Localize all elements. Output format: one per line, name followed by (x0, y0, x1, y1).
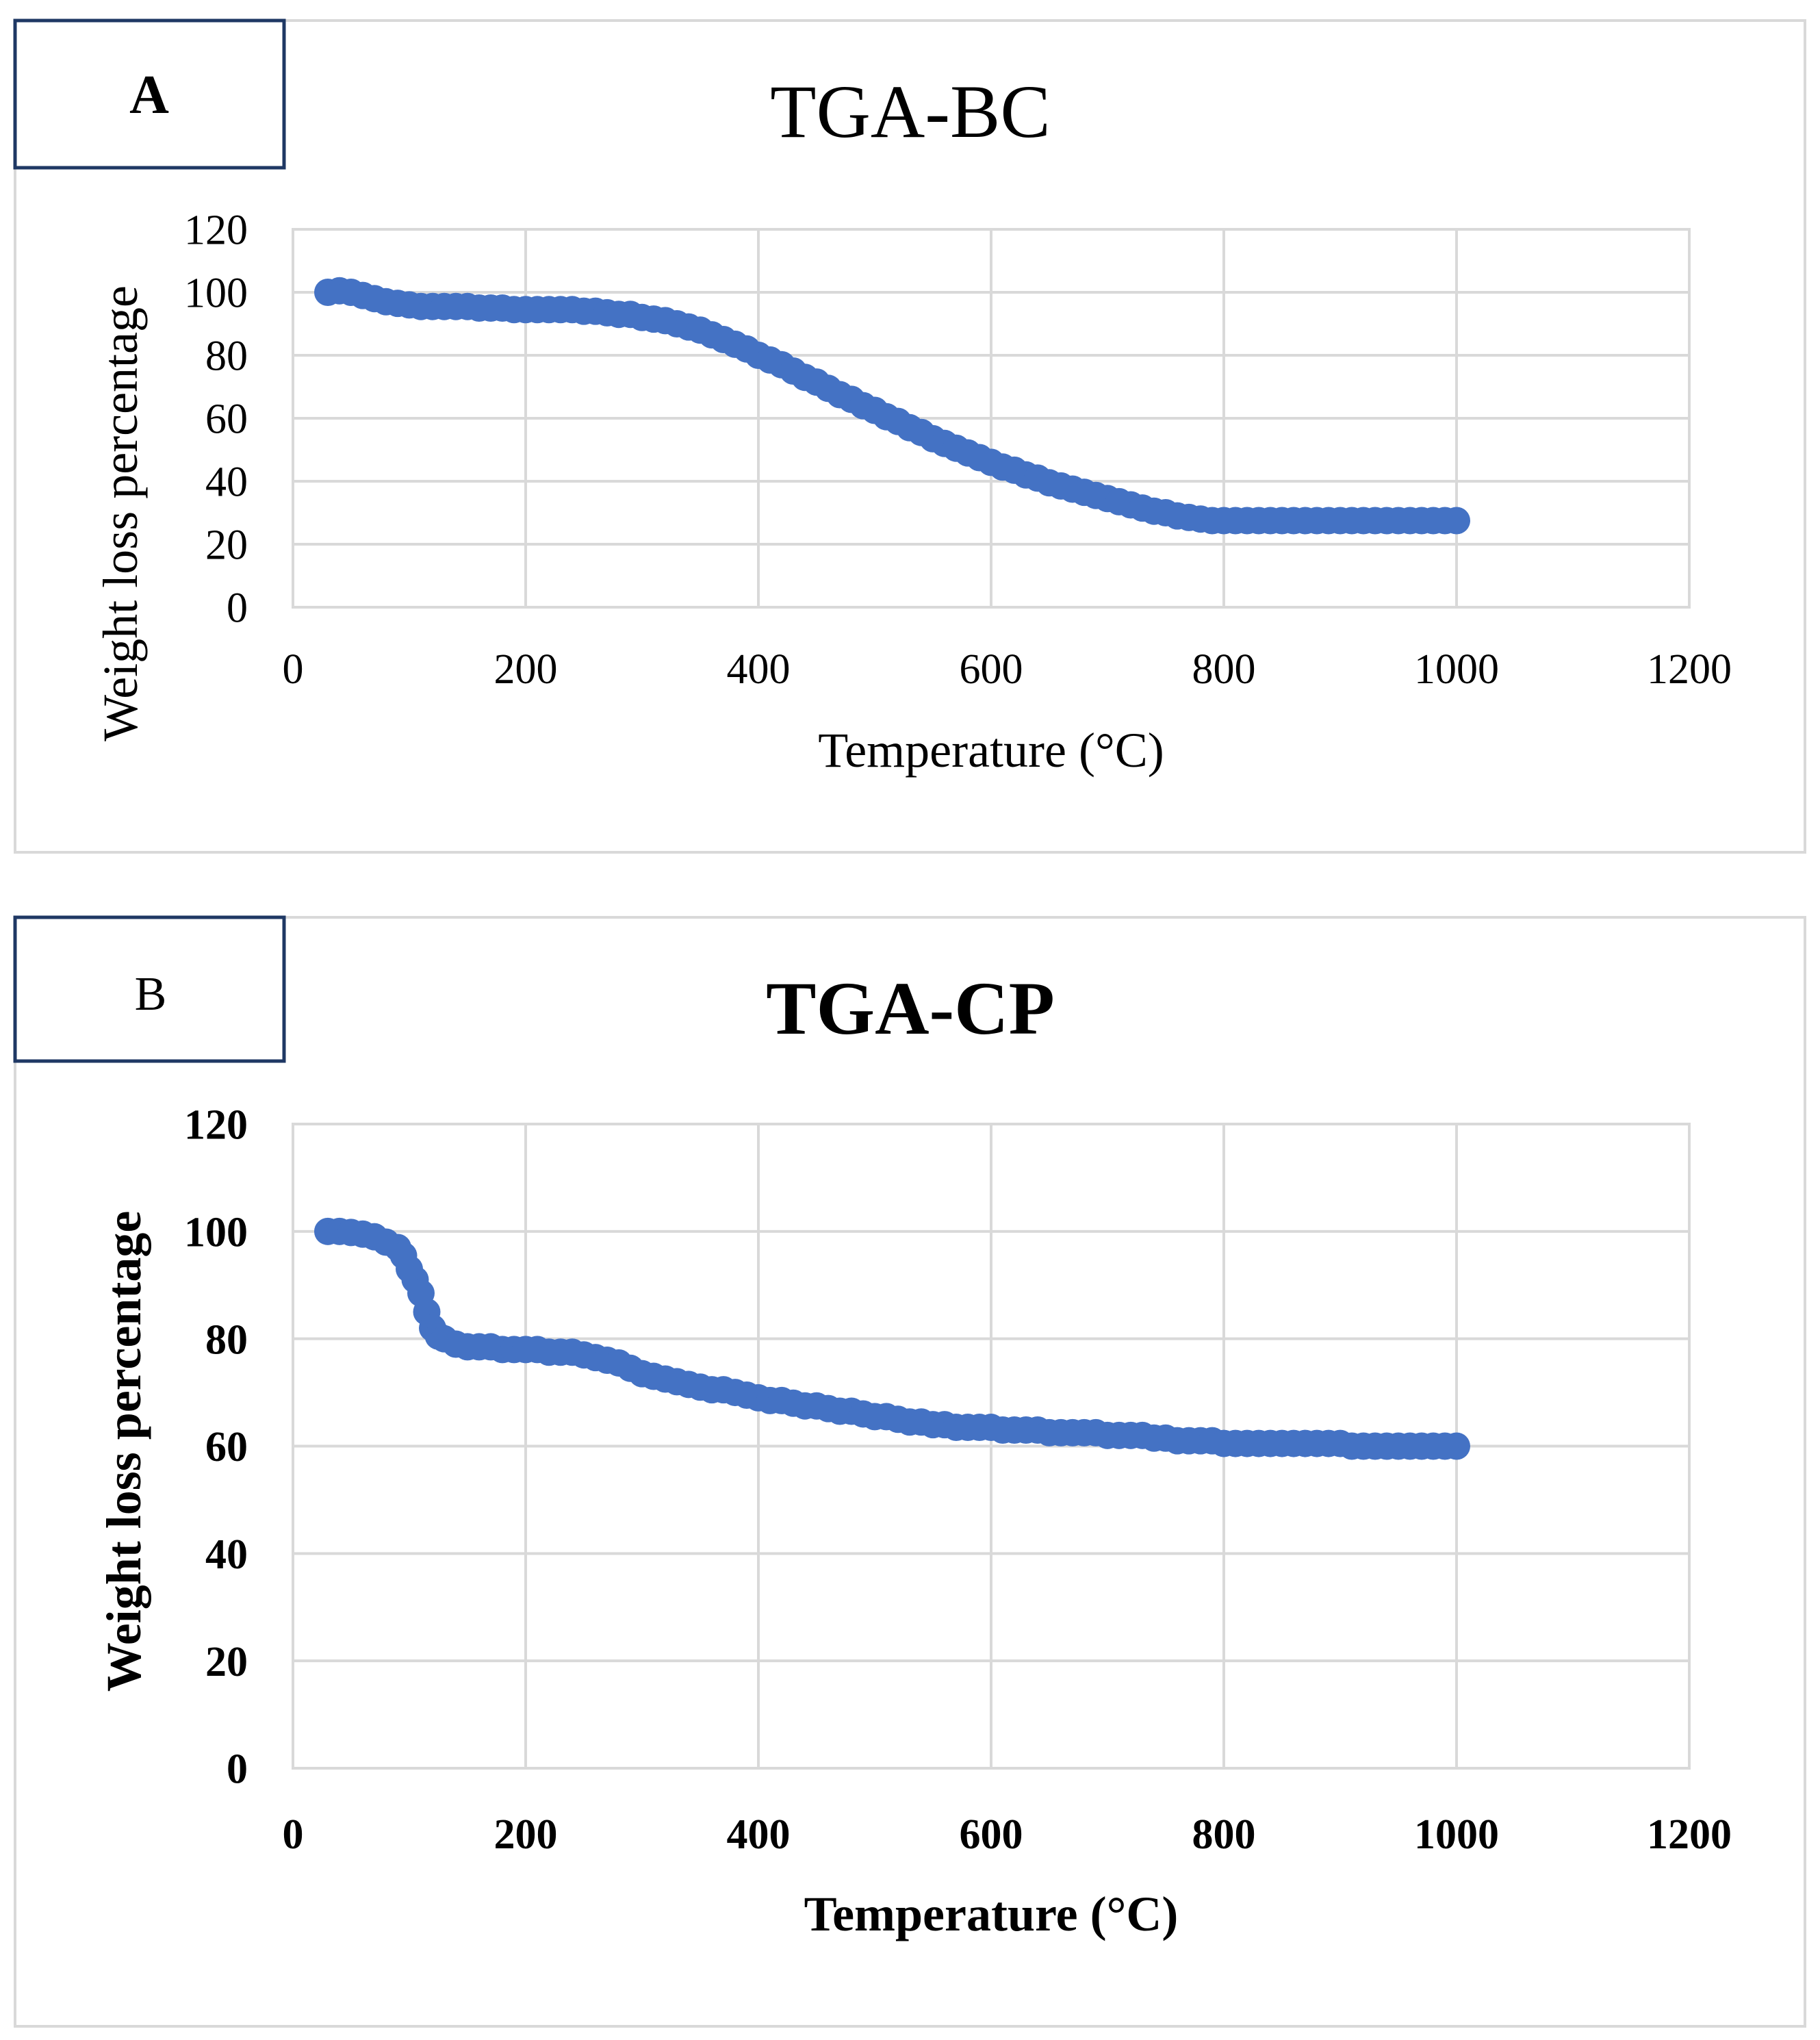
x-tick-label: 200 (494, 1811, 558, 1858)
panel-b-gridlines (292, 1123, 1691, 1770)
panel-b-y-ticks: 0 20 40 60 80 100 120 (184, 1102, 248, 1793)
panel-b-x-axis-label: Temperature (°C) (804, 1887, 1179, 1941)
panel-b-label-box (13, 915, 286, 1063)
panel-b-series-points (314, 1217, 1470, 1460)
panel-a-gridlines (292, 228, 1691, 609)
panel-a-x-axis-label: Temperature (°C) (818, 723, 1164, 778)
x-tick-label: 400 (727, 1811, 791, 1858)
x-tick-label: 1000 (1414, 646, 1499, 693)
y-tick-label: 120 (184, 207, 248, 254)
y-tick-label: 60 (205, 1424, 248, 1470)
x-tick-label: 0 (283, 646, 304, 693)
plot-area-border (292, 228, 1691, 609)
y-tick-label: 80 (205, 333, 248, 380)
y-tick-label: 120 (184, 1102, 248, 1149)
y-tick-label: 20 (205, 522, 248, 569)
panel-b-x-ticks: 0 200 400 600 800 1000 1200 (283, 1811, 1732, 1858)
x-tick-label: 800 (1192, 646, 1256, 693)
panel-a-x-ticks: 0 200 400 600 800 1000 1200 (283, 646, 1732, 693)
x-tick-label: 1200 (1647, 1811, 1732, 1858)
plot-area-border (292, 1123, 1691, 1770)
y-tick-label: 0 (227, 585, 248, 632)
y-tick-label: 100 (184, 1210, 248, 1256)
panel-a-title: TGA-BC (770, 70, 1050, 153)
x-tick-label: 600 (960, 1811, 1023, 1858)
panel-a-label: A (129, 65, 169, 125)
x-tick-label: 600 (960, 646, 1023, 693)
panel-b-label: B (135, 968, 167, 1021)
y-tick-label: 100 (184, 270, 248, 317)
x-tick-label: 1200 (1647, 646, 1732, 693)
y-tick-label: 40 (205, 459, 248, 506)
data-point (1443, 507, 1470, 535)
x-tick-label: 0 (283, 1811, 304, 1858)
panel-a-y-ticks: 0 20 40 60 80 100 120 (184, 207, 248, 632)
panel-b-y-axis-label: Weight loss percentage (97, 1211, 151, 1692)
y-tick-label: 20 (205, 1639, 248, 1685)
panel-b-title: TGA-CP (766, 967, 1055, 1050)
panel-a-series-points (314, 277, 1470, 535)
x-tick-label: 1000 (1414, 1811, 1499, 1858)
x-tick-label: 800 (1192, 1811, 1256, 1858)
panel-b-frame (14, 916, 1806, 2028)
x-tick-label: 400 (727, 646, 791, 693)
data-point (1443, 1432, 1470, 1460)
y-tick-label: 80 (205, 1316, 248, 1363)
y-tick-label: 0 (227, 1746, 248, 1793)
panel-a-label-box (13, 18, 286, 170)
y-tick-label: 60 (205, 396, 248, 443)
panel-a-y-axis-label: Weight loss percentage (93, 285, 148, 741)
y-tick-label: 40 (205, 1531, 248, 1578)
x-tick-label: 200 (494, 646, 558, 693)
panel-b: B TGA-CP Temperature (°C) Weight loss pe… (13, 915, 1806, 2028)
panel-a-frame (14, 19, 1806, 854)
panel-a: A TGA-BC Temperature (°C) Weight loss pe… (13, 18, 1806, 854)
